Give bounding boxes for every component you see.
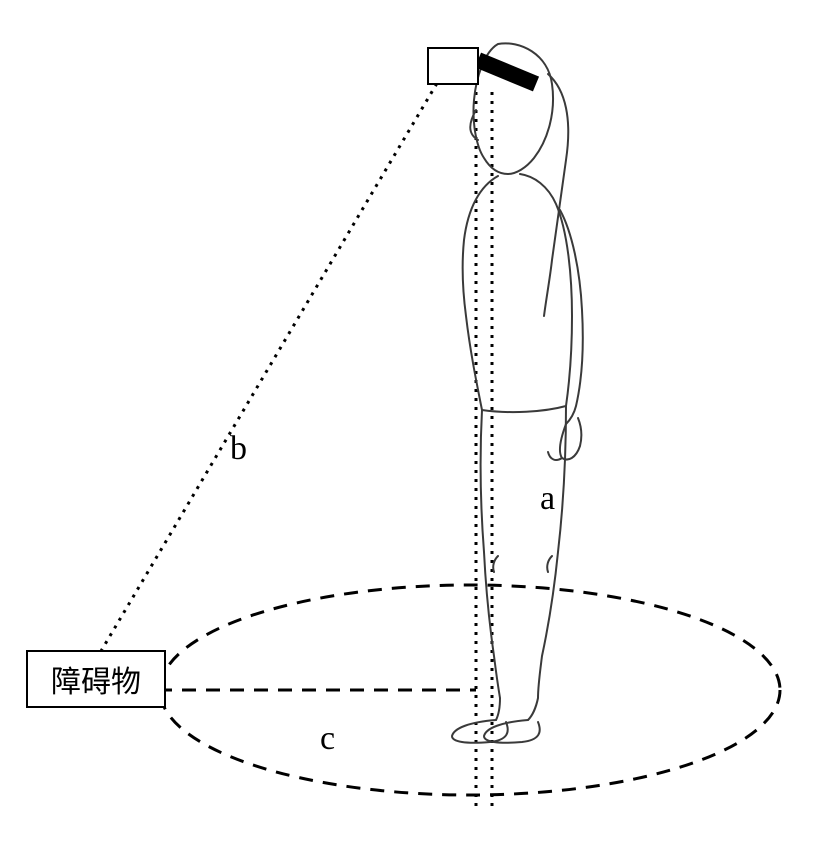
headset-strap [478, 60, 536, 84]
headset-box [428, 48, 478, 84]
obstacle-label: 障碍物 [51, 657, 141, 701]
diagram-svg [0, 0, 831, 841]
obstacle-box: 障碍物 [26, 650, 166, 708]
label-c: c [320, 720, 335, 758]
label-b: b [230, 430, 247, 468]
diagram-stage: a b c 障碍物 [0, 0, 831, 841]
label-a: a [540, 480, 555, 518]
figure-torso [463, 174, 572, 412]
line-b [78, 68, 446, 690]
figure-hair [544, 74, 568, 316]
figure-knee [493, 556, 552, 572]
human-figure [452, 43, 583, 742]
figure-leg-back [481, 410, 500, 720]
figure-foot-back [452, 720, 508, 743]
